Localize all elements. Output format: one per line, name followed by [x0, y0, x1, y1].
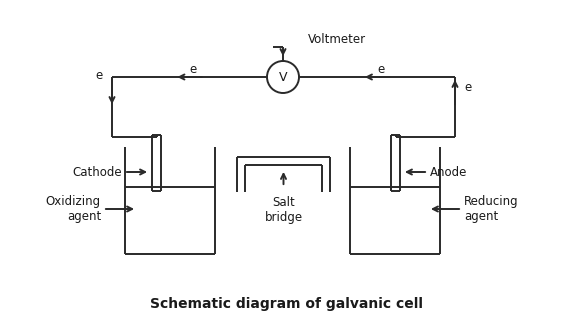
Text: e: e: [378, 62, 384, 75]
Text: V: V: [279, 71, 287, 83]
Text: e: e: [96, 69, 103, 81]
Text: Schematic diagram of galvanic cell: Schematic diagram of galvanic cell: [149, 297, 423, 311]
Text: Oxidizing
agent: Oxidizing agent: [46, 195, 101, 223]
Text: Reducing
agent: Reducing agent: [464, 195, 519, 223]
Circle shape: [267, 61, 299, 93]
Text: Salt
bridge: Salt bridge: [264, 196, 303, 224]
Text: Anode: Anode: [430, 166, 467, 178]
Text: Cathode: Cathode: [73, 166, 122, 178]
Text: e: e: [464, 80, 471, 93]
Text: Voltmeter: Voltmeter: [308, 33, 366, 45]
Text: e: e: [190, 62, 197, 75]
